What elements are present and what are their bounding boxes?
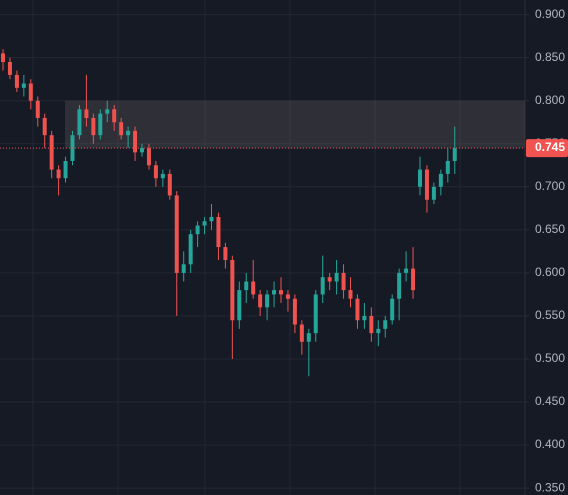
candle-body <box>167 173 172 196</box>
y-tick-label: 0.650 <box>535 222 565 236</box>
candle-body <box>272 290 277 295</box>
candle-body <box>119 122 124 136</box>
candle-body <box>376 328 381 334</box>
candle-body <box>98 113 103 136</box>
candle-body <box>84 109 89 118</box>
candle-body <box>56 169 61 179</box>
y-tick-label: 0.700 <box>535 179 565 193</box>
candle-body <box>7 61 12 75</box>
price-zone <box>65 100 525 149</box>
candle-body <box>188 234 193 265</box>
candle-body <box>209 216 214 222</box>
last-price-label: 0.745 <box>535 140 565 154</box>
candle-body <box>146 148 151 166</box>
candle-body <box>230 259 235 321</box>
candle-body <box>452 148 457 161</box>
candle-body <box>49 135 54 170</box>
candle-body <box>313 294 318 334</box>
candle-body <box>133 130 138 153</box>
candle-body <box>77 109 82 136</box>
candle-body <box>292 298 297 325</box>
candle-body <box>181 264 186 273</box>
candle-body <box>216 216 221 248</box>
candle-body <box>258 294 263 308</box>
candle-body <box>14 74 19 88</box>
candle-body <box>28 83 33 101</box>
candle-body <box>140 148 144 153</box>
y-tick-label: 0.550 <box>535 308 565 322</box>
candle-body <box>35 100 40 118</box>
candle-body <box>105 109 110 114</box>
candle-body <box>411 268 416 291</box>
y-tick-label: 0.350 <box>535 480 565 494</box>
candle-body <box>21 83 26 88</box>
candle-body <box>424 169 429 200</box>
candle-body <box>418 169 422 187</box>
y-tick-label: 0.450 <box>535 394 565 408</box>
candle-body <box>265 294 270 308</box>
candle-body <box>244 281 249 291</box>
candle-body <box>445 160 450 174</box>
candle-body <box>397 272 402 299</box>
candle-body <box>334 272 339 282</box>
candle-body <box>404 268 409 273</box>
candle-body <box>279 290 283 295</box>
candle-body <box>306 333 311 342</box>
candle-body <box>237 290 242 321</box>
candle-body <box>383 320 388 329</box>
y-tick-label: 0.800 <box>535 93 565 107</box>
y-tick-label: 0.900 <box>535 7 565 21</box>
candle-body <box>299 324 304 342</box>
candle-body <box>126 130 131 136</box>
candle-body <box>63 160 68 179</box>
y-tick-label: 0.400 <box>535 437 565 451</box>
candle-body <box>202 221 207 226</box>
candle-body <box>160 173 165 179</box>
candle-body <box>390 298 395 321</box>
candle-body <box>320 277 325 295</box>
candle-body <box>153 165 158 179</box>
y-tick-label: 0.600 <box>535 265 565 279</box>
candle-body <box>348 290 353 299</box>
candle-body <box>327 277 332 282</box>
candle-body <box>251 281 256 295</box>
y-tick-label: 0.850 <box>535 50 565 64</box>
candle-body <box>174 195 179 273</box>
candle-body <box>431 186 436 200</box>
candle-body <box>1 53 5 62</box>
candle-body <box>341 272 346 291</box>
y-tick-label: 0.500 <box>535 351 565 365</box>
candle-body <box>91 117 96 136</box>
candle-body <box>112 109 117 123</box>
candle-body <box>438 173 443 187</box>
vertical-grid <box>32 0 461 495</box>
last-price-box <box>526 139 568 158</box>
candle-body <box>285 294 290 299</box>
candle-body <box>355 298 360 321</box>
candle-body <box>223 247 228 260</box>
candle-body <box>362 315 367 321</box>
candle-body <box>42 117 47 136</box>
candle-body <box>195 225 200 235</box>
candle-body <box>369 315 374 334</box>
